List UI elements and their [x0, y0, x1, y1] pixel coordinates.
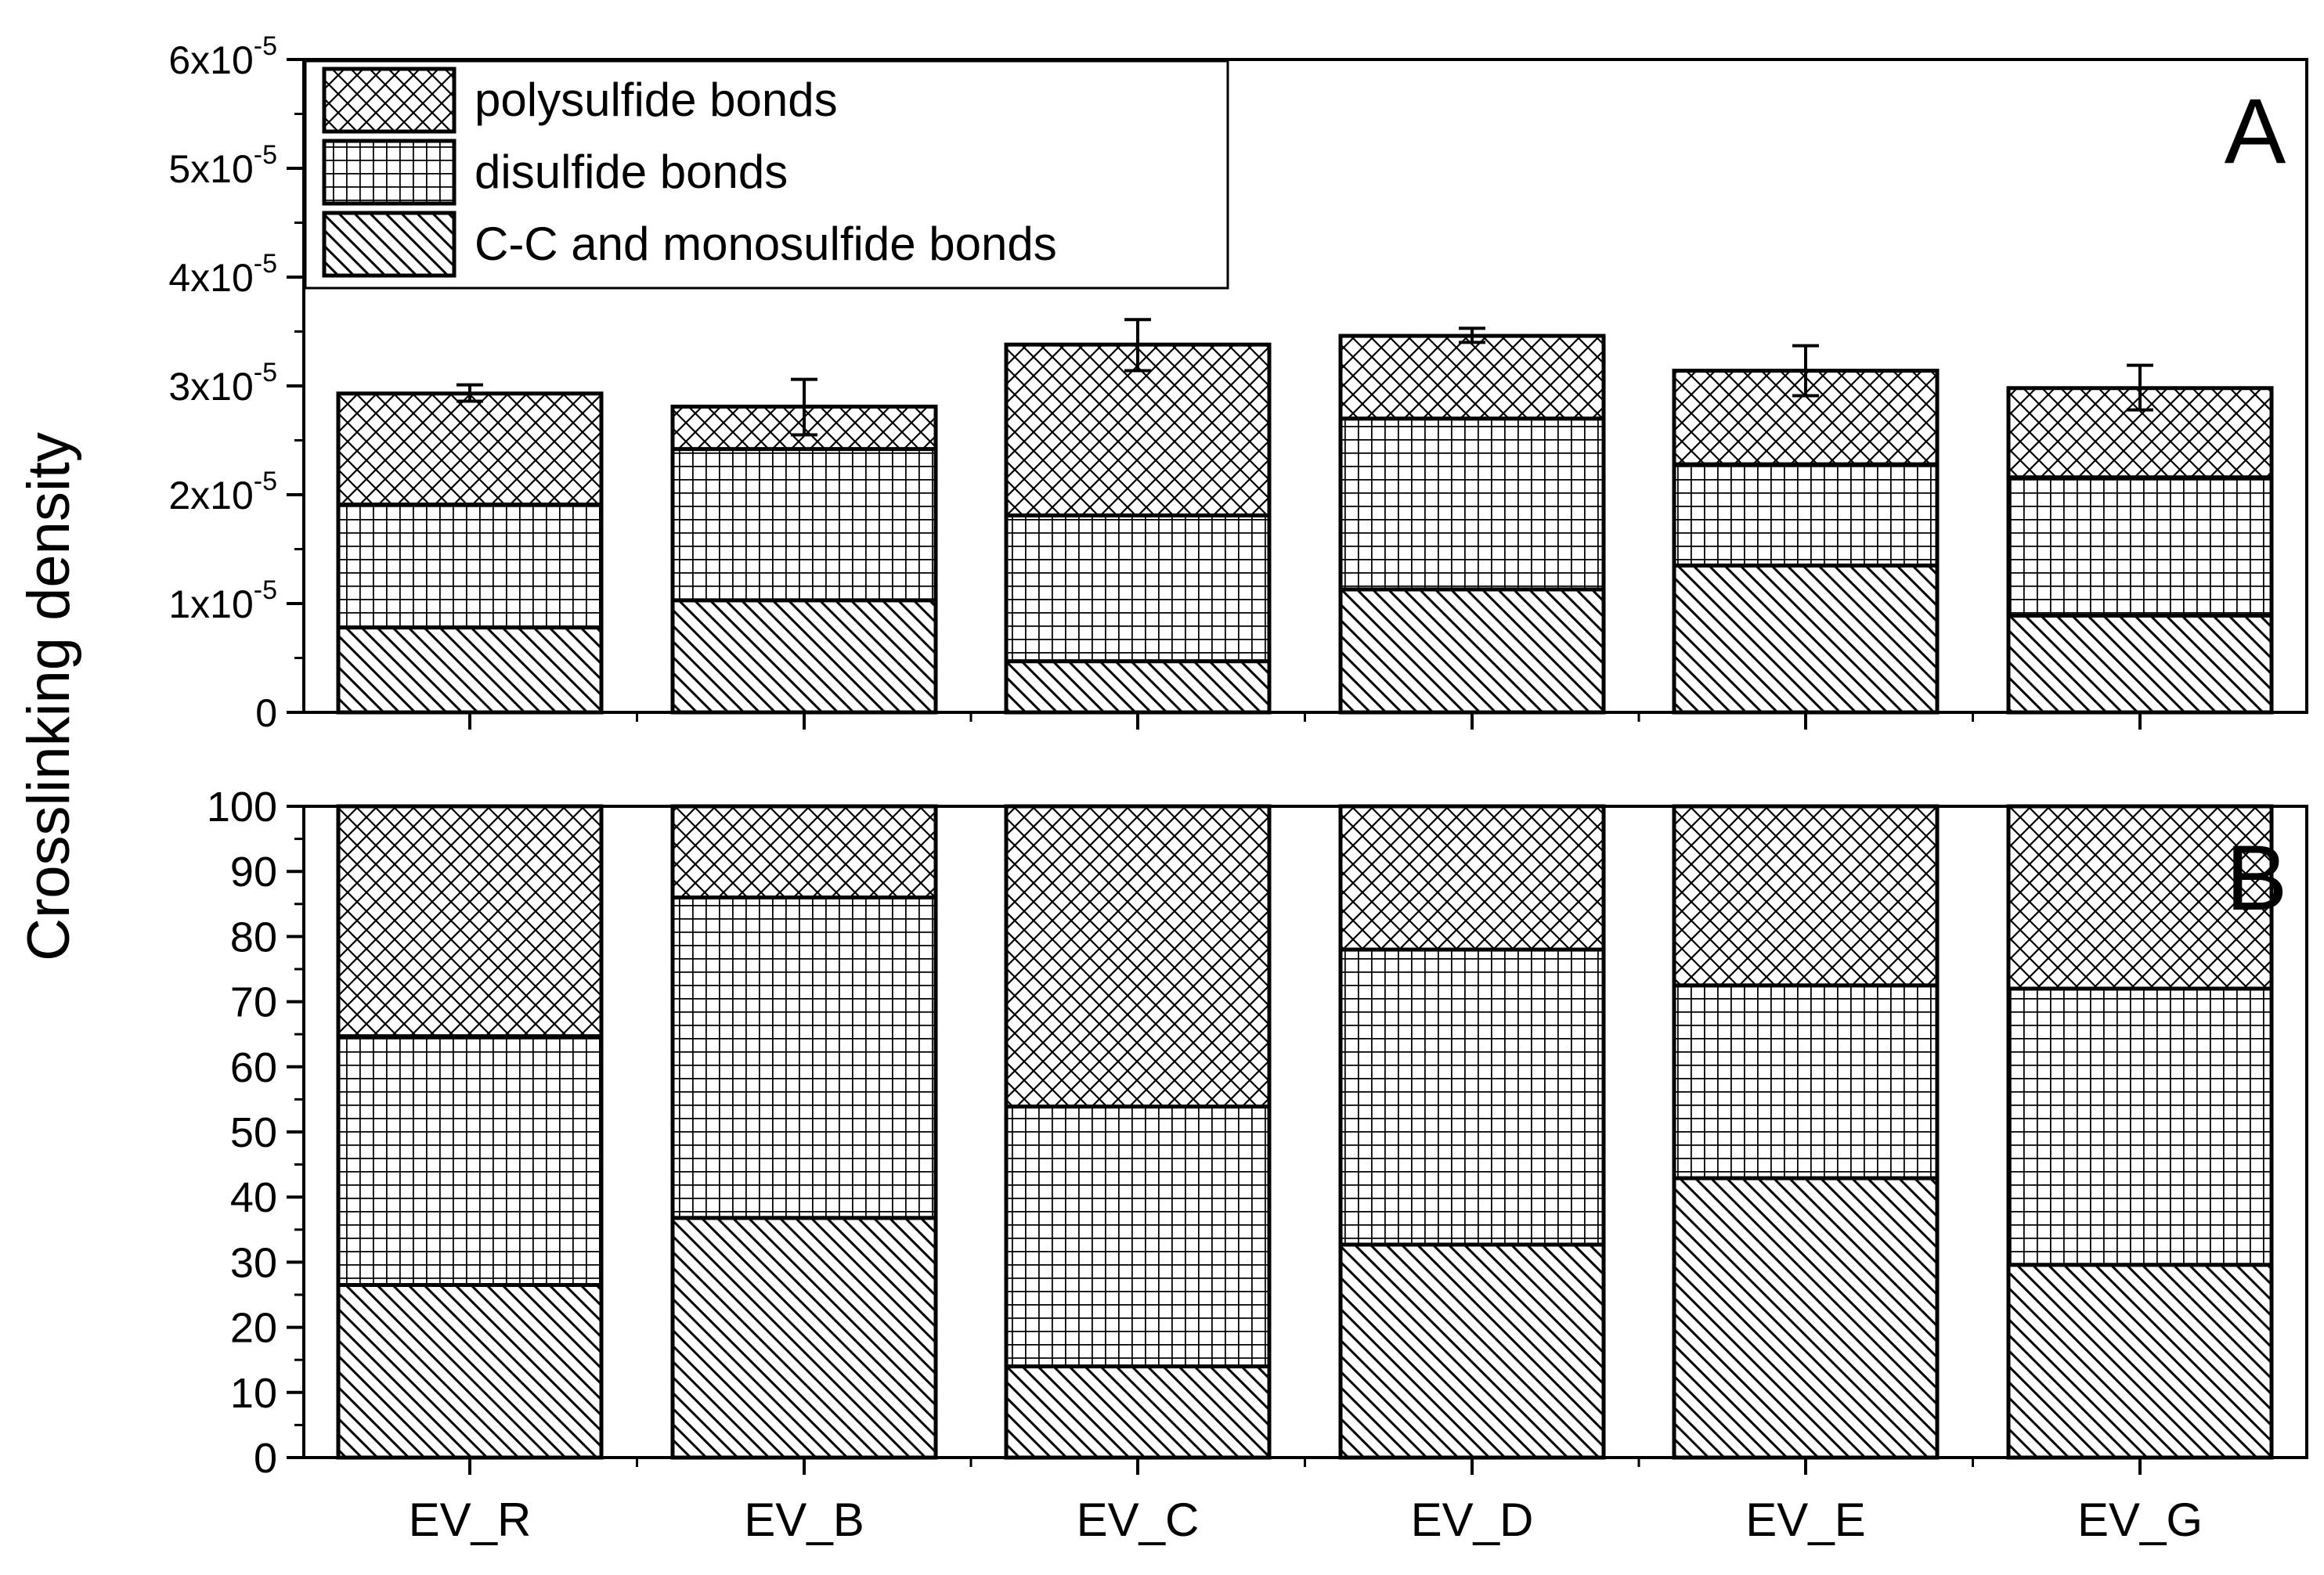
bar-segment-ev-r-2: [336, 391, 604, 507]
y-tick-label: 90: [230, 849, 277, 896]
bar-segment-ev-e-1: [1672, 983, 1940, 1180]
bar-segment-ev-d-1: [1338, 416, 1606, 592]
bar-segment-ev-d-2: [1338, 333, 1606, 421]
y-tick-label: 10: [230, 1370, 277, 1417]
y-tick-label: 80: [230, 914, 277, 960]
panel-b: 0 10 20 30 40 50 60 70 80 90 100 EV_R EV_B EV_C EV_D EV…: [207, 784, 2308, 1546]
bar-segment-ev-c-0: [1004, 659, 1272, 715]
y-tick-label: 5x10-5: [168, 140, 277, 191]
y-tick-label: 30: [230, 1239, 277, 1286]
bar-segment-ev-e-2: [1672, 804, 1940, 988]
panel-label: A: [2225, 80, 2286, 183]
bar-segment-ev-b-1: [670, 447, 938, 603]
bar-segment-ev-c-2: [1004, 342, 1272, 517]
bar-segment-ev-c-2: [1004, 804, 1272, 1109]
error-bar: [1124, 318, 1151, 373]
bar-segment-ev-d-2: [1338, 804, 1606, 952]
error-bar: [1459, 326, 1485, 344]
bar-segment-ev-c-1: [1004, 513, 1272, 664]
y-tick-label: 50: [230, 1109, 277, 1156]
y-tick-label: 20: [230, 1305, 277, 1352]
error-bar: [456, 383, 483, 403]
bar-segment-ev-g-2: [2006, 386, 2274, 480]
bar-segment-ev-b-1: [670, 895, 938, 1220]
y-tick-label: 2x10-5: [168, 467, 277, 517]
bar-segment-ev-b-2: [670, 804, 938, 899]
panel-label: B: [2226, 827, 2288, 930]
y-tick-label: 4x10-5: [168, 249, 277, 300]
y-tick-label: 6x10-5: [168, 31, 277, 82]
bar-segment-ev-b-0: [670, 1216, 938, 1460]
y-tick-label: 1x10-5: [168, 575, 277, 626]
bar-segment-ev-d-1: [1338, 947, 1606, 1247]
bar-segment-ev-c-0: [1004, 1364, 1272, 1460]
legend-swatch: [322, 211, 456, 278]
y-tick-label: 0: [254, 1435, 277, 1482]
legend-swatch: [322, 139, 456, 206]
x-tick-label: EV_B: [744, 1494, 864, 1546]
legend-box: [304, 59, 1229, 290]
y-tick-label: 40: [230, 1174, 277, 1221]
y-tick-label: 70: [230, 979, 277, 1026]
bar-segment-ev-r-0: [336, 625, 604, 715]
error-bar: [2127, 363, 2153, 412]
legend-swatch: [322, 67, 456, 134]
x-tick-label: EV_G: [2077, 1494, 2203, 1546]
bar-segment-ev-g-0: [2006, 613, 2274, 715]
x-tick-label: EV_D: [1411, 1494, 1534, 1546]
y-tick-label: 60: [230, 1044, 277, 1091]
bar-segment-ev-c-1: [1004, 1105, 1272, 1369]
error-bar: [791, 377, 817, 437]
y-axis-label: Crosslinking density: [16, 432, 82, 961]
bar-segment-ev-e-0: [1672, 563, 1940, 715]
y-tick-label: 3x10-5: [168, 358, 277, 409]
legend-label: disulfide bonds: [475, 146, 788, 198]
bar-segment-ev-r-1: [336, 503, 604, 630]
panel-a: 0 1x10-5 2x10-5 3x10-5 4x10-5 5x10-5 6x10-5 Apo…: [168, 31, 2308, 735]
bar-segment-ev-r-0: [336, 1283, 604, 1460]
bar-segment-ev-d-0: [1338, 587, 1606, 715]
bar-segment-ev-r-2: [336, 804, 604, 1039]
y-tick-label: 100: [207, 784, 277, 831]
bar-segment-ev-e-1: [1672, 462, 1940, 568]
bar-segment-ev-e-0: [1672, 1176, 1940, 1460]
legend: polysulfide bonds disulfide bonds C-C and …: [304, 59, 1229, 290]
y-tick-label: 0: [255, 691, 277, 735]
bar-segment-ev-b-0: [670, 598, 938, 715]
bar-segment-ev-g-1: [2006, 986, 2274, 1267]
bar-segment-ev-g-1: [2006, 475, 2274, 618]
bar-segment-ev-g-0: [2006, 1263, 2274, 1460]
x-tick-label: EV_R: [409, 1494, 532, 1546]
bar-segment-ev-d-0: [1338, 1242, 1606, 1460]
bar-segment-ev-g-2: [2006, 804, 2274, 991]
legend-label: C-C and monosulfide bonds: [475, 218, 1057, 270]
x-tick-label: EV_E: [1745, 1494, 1865, 1546]
legend-label: polysulfide bonds: [475, 74, 838, 126]
error-bar: [1792, 344, 1819, 398]
x-tick-label: EV_C: [1077, 1494, 1200, 1546]
bar-segment-ev-r-1: [336, 1034, 604, 1288]
plot-frame: [302, 805, 2308, 1459]
